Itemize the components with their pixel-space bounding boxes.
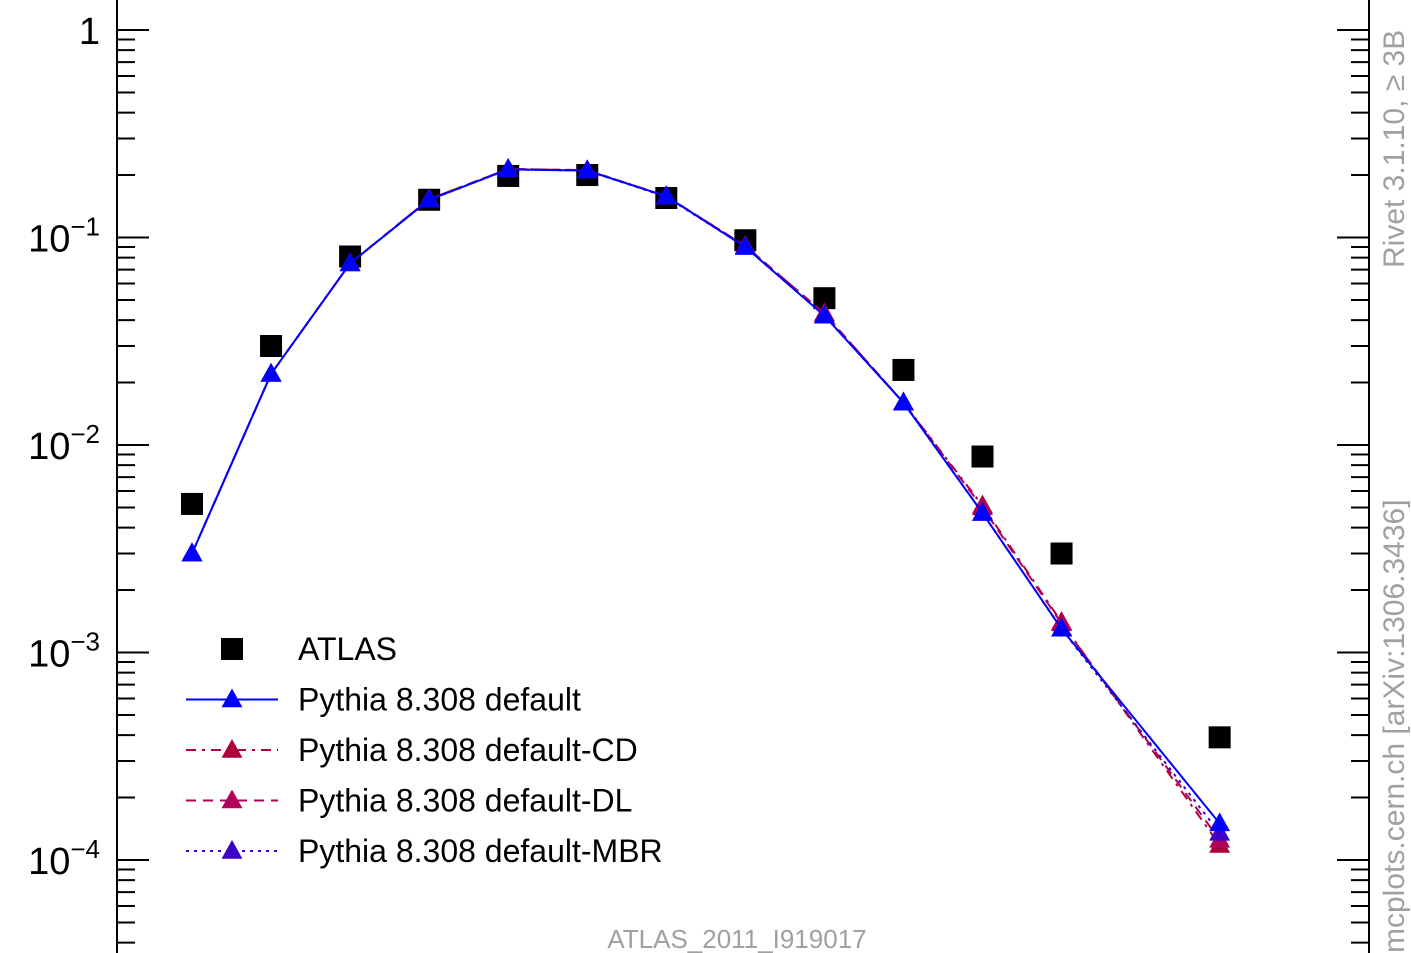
plot-frame bbox=[116, 0, 1370, 953]
data-point bbox=[1209, 812, 1231, 832]
data-point bbox=[813, 304, 835, 324]
legend-label: Pythia 8.308 default-DL bbox=[298, 783, 632, 819]
data-point bbox=[1208, 726, 1231, 749]
data-point bbox=[1051, 617, 1072, 637]
data-point bbox=[576, 159, 598, 179]
data-point bbox=[181, 492, 203, 515]
legend-marker bbox=[221, 739, 243, 758]
data-point bbox=[734, 235, 756, 255]
legend: ATLAS Pythia 8.308 default Pythia 8.308 de… bbox=[186, 631, 663, 869]
y-tick-label: 1 bbox=[79, 11, 100, 53]
data-point bbox=[260, 362, 282, 382]
legend-item: Pythia 8.308 default-CD bbox=[186, 732, 638, 768]
legend-marker bbox=[221, 638, 243, 660]
data-point bbox=[813, 287, 836, 310]
y-axis-ticks: 1 10−1 10−2 10−3 10−4 bbox=[28, 11, 1369, 944]
rivet-version-label: Rivet 3.1.10, ≥ 3B bbox=[1378, 30, 1411, 268]
data-point bbox=[1209, 821, 1231, 841]
data-point bbox=[971, 445, 994, 468]
analysis-id-label: ATLAS_2011_I919017 bbox=[607, 924, 866, 953]
y-tick-label: 10−4 bbox=[28, 834, 100, 883]
y-tick-label: 10−1 bbox=[28, 212, 100, 261]
y-tick-label: 10−3 bbox=[28, 627, 100, 676]
legend-marker bbox=[221, 688, 243, 708]
legend-item: Pythia 8.308 default-MBR bbox=[186, 833, 663, 869]
data-point bbox=[655, 185, 677, 204]
legend-label: ATLAS bbox=[298, 631, 397, 667]
series-pythia-8-308-default bbox=[181, 158, 1231, 832]
legend-label: Pythia 8.308 default-CD bbox=[298, 732, 638, 768]
data-point bbox=[1050, 542, 1073, 565]
data-point bbox=[181, 542, 203, 562]
data-point bbox=[972, 502, 993, 521]
legend-item: Pythia 8.308 default-DL bbox=[186, 783, 632, 819]
data-point bbox=[497, 158, 519, 178]
legend-item: ATLAS bbox=[221, 631, 397, 667]
data-point bbox=[892, 358, 915, 381]
legend-label: Pythia 8.308 default bbox=[298, 682, 581, 718]
data-point bbox=[260, 334, 283, 357]
data-point bbox=[418, 188, 440, 208]
mcplots-reference-label: mcplots.cern.ch [arXiv:1306.3436] bbox=[1378, 499, 1411, 953]
data-point bbox=[893, 391, 914, 411]
y-tick-label: 10−2 bbox=[28, 419, 100, 468]
legend-label: Pythia 8.308 default-MBR bbox=[298, 833, 663, 869]
legend-item: Pythia 8.308 default bbox=[186, 682, 581, 718]
data-point bbox=[339, 252, 361, 272]
series-layer bbox=[181, 157, 1231, 853]
legend-marker bbox=[221, 789, 243, 809]
legend-marker bbox=[221, 840, 243, 859]
